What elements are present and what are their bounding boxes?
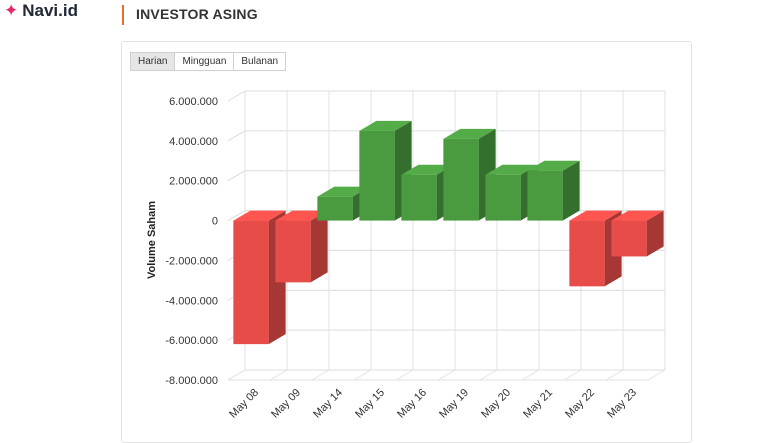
bar-front [443,138,479,221]
gridline-side [227,130,246,142]
x-tick-label: May 08 [227,387,261,421]
y-tick-label: -4.000.000 [165,295,218,307]
tab-bulanan[interactable]: Bulanan [233,52,287,71]
bar-may-23[interactable] [611,210,664,257]
y-tick-label: -2.000.000 [165,255,218,267]
gridline-side [227,210,246,222]
bar-side [562,160,580,221]
x-axis: May 08 May 09 May 14 May 15 May 16 May 19 May … [227,387,639,421]
x-tick-label: May 23 [605,387,639,421]
gridline-floor [395,369,414,381]
bar-front [485,174,521,221]
x-tick-label: May 15 [353,387,387,421]
bar-front [317,196,353,221]
x-tick-label: May 21 [521,387,555,421]
y-axis-label: Volume Saham [146,201,158,279]
bar-may-21[interactable] [527,160,580,221]
bar-front [527,170,563,221]
x-tick-label: May 19 [437,387,471,421]
bar-chart: 6.000.000 4.000.000 2.000.000 0 -2.000.000 -4… [146,90,666,421]
bar-may-09[interactable] [275,210,328,283]
bar-front [569,220,605,287]
bar-front [401,174,437,221]
gridline-side [227,90,246,102]
brand-name: Navi.id [22,1,78,20]
bar-top [527,160,580,171]
gridline-floor [563,369,582,381]
bar-front [275,220,311,283]
bar-front [611,220,647,257]
gridline-floor [647,369,666,381]
x-tick-label: May 09 [269,387,303,421]
bar-side [310,210,328,283]
gridline-floor [479,369,498,381]
bar-may-22[interactable] [569,210,622,287]
gridline-side [227,170,246,182]
bar-top [401,164,454,175]
y-tick-label: 2.000.000 [169,176,218,188]
gridline-floor [353,369,372,381]
gridline-floor [437,369,456,381]
y-tick-label: -6.000.000 [165,335,218,347]
x-tick-label: May 20 [479,387,513,421]
bar-front [359,130,395,221]
bar-side [646,210,664,257]
gridline-floor [269,369,288,381]
bar-top [611,210,664,221]
bars [233,120,664,345]
y-tick-label: 6.000.000 [169,96,218,108]
bar-top [443,128,496,139]
bar-top [485,164,538,175]
tab-harian[interactable]: Harian [130,52,176,71]
tab-mingguan[interactable]: Mingguan [174,52,235,71]
bar-top [317,186,370,197]
bar-front [233,220,269,345]
period-tabs: Harian Mingguan Bulanan [130,52,287,71]
gridline-floor [605,369,624,381]
gridline-floor [311,369,330,381]
bar-top [275,210,328,221]
x-tick-label: May 16 [395,387,429,421]
gridline-floor [521,369,540,381]
bar-top [569,210,622,221]
brand-logo[interactable]: ✦ Navi.id [4,1,78,21]
section-title: INVESTOR ASING [136,6,258,22]
title-accent-bar [122,5,124,25]
bar-top [233,210,286,221]
bar-top [359,120,412,131]
x-tick-label: May 22 [563,387,597,421]
y-tick-label: -8.000.000 [165,375,218,387]
y-tick-label: 4.000.000 [169,136,218,148]
gridline-floor [227,369,246,381]
y-axis: 6.000.000 4.000.000 2.000.000 0 -2.000.000 -4… [165,96,218,387]
y-tick-label: 0 [212,216,218,228]
sparkle-icon: ✦ [4,1,19,20]
x-tick-label: May 14 [311,387,345,421]
